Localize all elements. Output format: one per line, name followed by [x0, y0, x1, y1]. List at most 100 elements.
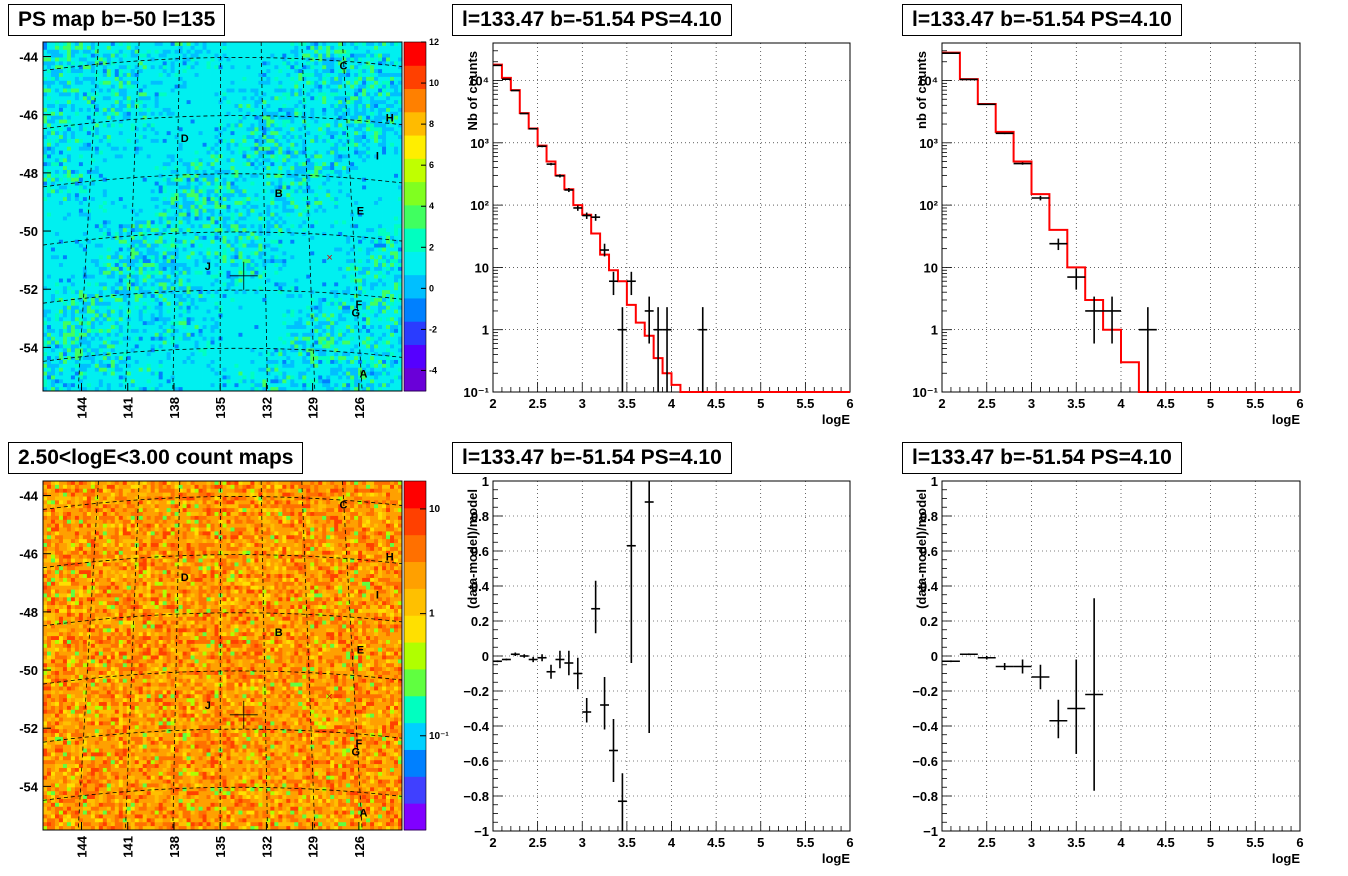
data-point	[493, 660, 502, 663]
plot-grid	[493, 43, 850, 392]
source-label: F	[355, 299, 362, 311]
data-point	[510, 652, 520, 656]
y-tick-label: 10³	[470, 136, 489, 151]
color-bar-segment	[404, 803, 426, 831]
source-label: A	[360, 369, 368, 381]
source-label: J	[205, 261, 211, 273]
data-point	[1138, 307, 1157, 392]
source-label: D	[181, 572, 189, 584]
y-tick-label: −0.6	[463, 754, 489, 769]
color-bar-label: 0	[429, 283, 434, 293]
color-bar-segment	[404, 722, 426, 750]
x-tick-label: 4.5	[1157, 835, 1175, 850]
x-tick-label: 141	[121, 397, 136, 419]
x-axis-label: logE	[822, 851, 850, 866]
data-point	[501, 78, 511, 80]
color-bar-segment	[404, 88, 426, 113]
y-tick-label: 10⁻¹	[463, 385, 489, 400]
color-bar-label: 2	[429, 242, 434, 252]
x-tick-label: 5	[1207, 396, 1214, 411]
x-tick-label: 3.5	[1067, 396, 1085, 411]
x-tick-label: 4.5	[707, 835, 725, 850]
color-bar-frame	[403, 41, 427, 392]
y-axis-label: (data-model)/model	[465, 489, 480, 609]
data-point	[609, 719, 618, 782]
data-point	[600, 243, 610, 257]
color-bar-segment	[404, 181, 426, 206]
data-point	[698, 307, 708, 392]
y-tick-label: -50	[19, 224, 38, 239]
data-point	[510, 89, 520, 92]
data-point	[617, 307, 627, 392]
longitude-line	[301, 41, 316, 392]
data-point	[942, 52, 960, 54]
y-tick-label: -44	[19, 489, 39, 504]
color-bar-segment	[404, 534, 426, 563]
data-point	[977, 103, 996, 106]
color-bar-segment	[404, 367, 426, 392]
sky-map-2: -44 -46 -48 -50 -52 -54 144 141 138 135 132 129 126 C…	[19, 480, 449, 858]
x-tick-label: 4	[668, 396, 676, 411]
map-bottom-title: 2.50<logE<3.00 count maps	[8, 442, 304, 474]
data-point	[493, 64, 502, 67]
x-tick-label: 3	[579, 396, 586, 411]
x-tick-label: 3.5	[1067, 835, 1085, 850]
y-tick-label: 10²	[919, 198, 938, 213]
map-pixels	[43, 42, 403, 392]
data-points	[942, 598, 1104, 791]
y-tick-label: 1	[931, 474, 938, 489]
data-point	[537, 654, 547, 662]
data-point	[662, 307, 672, 392]
data-point	[519, 112, 529, 115]
x-tick-label: 132	[259, 397, 274, 419]
residual-right-title: l=133.47 b=-51.54 PS=4.10	[902, 442, 1182, 474]
x-tick-label: 2	[938, 835, 945, 850]
color-bar-label: 10	[429, 78, 439, 88]
x-axis-label: logE	[1272, 851, 1300, 866]
x-tick-label: 126	[352, 836, 367, 858]
x-tick-label: 6	[846, 835, 853, 850]
y-tick-label: 0.6	[920, 544, 938, 559]
data-point	[1085, 296, 1104, 344]
data-point	[653, 307, 663, 392]
color-bar-label: 8	[429, 119, 434, 129]
source-label: I	[376, 150, 379, 162]
y-tick-label: 0.2	[920, 614, 938, 629]
source-label: B	[275, 627, 283, 639]
source-label: B	[275, 188, 283, 200]
data-point	[626, 481, 636, 663]
source-label: D	[181, 133, 189, 145]
y-tick-label: -48	[19, 166, 38, 181]
x-tick-label: 4.5	[1157, 396, 1175, 411]
y-tick-label: 1	[482, 474, 489, 489]
x-marker: ×	[326, 691, 332, 703]
data-point	[546, 664, 556, 679]
x-tick-label: 2	[489, 396, 496, 411]
spectrum-right-title: l=133.47 b=-51.54 PS=4.10	[902, 4, 1182, 36]
map-coordinate-grid	[42, 480, 403, 831]
data-point	[528, 656, 538, 663]
color-bar-segment	[404, 321, 426, 345]
y-axis-label: (data-model)/model	[914, 489, 929, 609]
map-pixels	[43, 481, 403, 831]
y-tick-label: 10²	[470, 198, 489, 213]
data-point	[942, 660, 960, 663]
data-point	[644, 296, 654, 344]
x-tick-label: 5.5	[1246, 835, 1264, 850]
y-tick-label: -48	[19, 605, 38, 620]
y-tick-label: 10³	[919, 136, 938, 151]
color-bar-segment	[404, 65, 426, 90]
data-point	[501, 658, 511, 661]
y-tick-label: 0.6	[471, 544, 489, 559]
x-tick-label: 144	[75, 835, 90, 857]
data-point	[959, 653, 978, 656]
model-histogram	[942, 51, 1300, 393]
x-tick-label: 3	[1028, 835, 1035, 850]
data-point	[995, 663, 1014, 670]
x-tick-label: 4	[1117, 396, 1125, 411]
source-label: H	[386, 113, 394, 125]
y-tick-label: 1	[482, 323, 489, 338]
longitude-line	[125, 41, 140, 392]
x-tick-label: 2.5	[529, 396, 547, 411]
